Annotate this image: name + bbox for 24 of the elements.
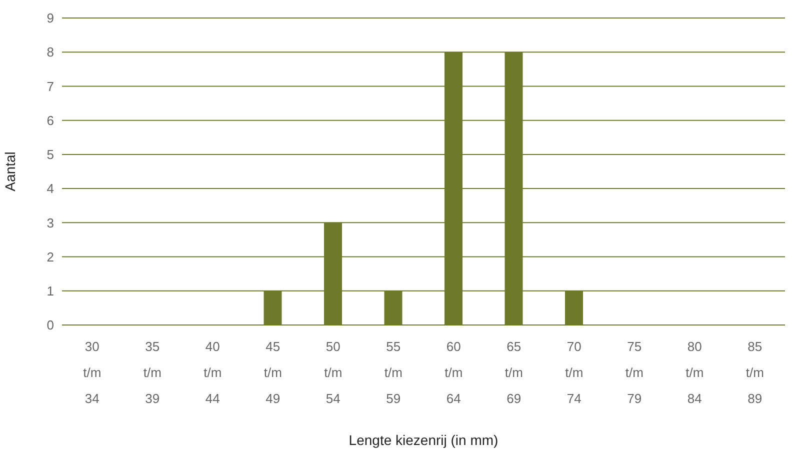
x-axis-title: Lengte kiezenrij (in mm): [348, 432, 498, 448]
x-tick-label: 60 t/m 64: [444, 339, 463, 406]
y-tick-label: 4: [46, 181, 54, 196]
x-tick-label: 30 t/m 34: [83, 339, 102, 406]
y-tick-label: 9: [46, 10, 54, 26]
y-tick-label: 1: [46, 284, 54, 299]
x-tick-label: 80 t/m 84: [686, 339, 704, 406]
x-tick-label: 40 t/m 44: [204, 339, 222, 406]
y-tick-label: 2: [46, 249, 54, 264]
y-tick-label: 5: [46, 147, 54, 162]
x-tick-label: 35 t/m 39: [143, 339, 162, 406]
y-tick-label: 6: [46, 112, 54, 128]
x-tick-label: 65 t/m 69: [504, 339, 523, 406]
x-tick-label: 70 t/m 74: [565, 339, 584, 406]
x-tick-label: 85 t/m 89: [746, 339, 764, 406]
x-tick-label: 50 t/m 54: [324, 339, 342, 406]
y-axis-title: Aantal: [2, 152, 18, 192]
y-tick-label: 3: [46, 215, 54, 230]
y-tick-label: 8: [46, 44, 54, 60]
x-tick-label: 75 t/m 79: [625, 339, 644, 406]
y-tick-label: 7: [46, 78, 54, 94]
y-tick-label: 0: [46, 318, 54, 333]
x-tick-label: 45 t/m 49: [264, 339, 282, 406]
x-tick-label: 55 t/m 59: [384, 339, 402, 406]
